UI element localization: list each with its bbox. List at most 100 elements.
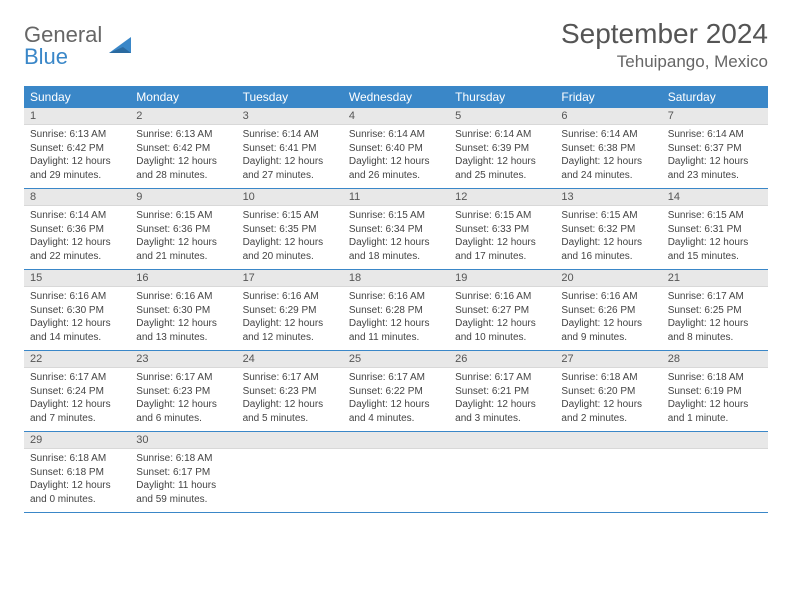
calendar-day: 17Sunrise: 6:16 AMSunset: 6:29 PMDayligh… bbox=[237, 270, 343, 350]
day-number: 1 bbox=[24, 108, 130, 125]
day-details: Sunrise: 6:16 AMSunset: 6:27 PMDaylight:… bbox=[449, 287, 555, 350]
sunrise-text: Sunrise: 6:13 AM bbox=[136, 128, 230, 142]
daylight-line2: and 12 minutes. bbox=[243, 331, 337, 345]
brand-blue: Blue bbox=[24, 46, 102, 68]
sunrise-text: Sunrise: 6:15 AM bbox=[561, 209, 655, 223]
sunrise-text: Sunrise: 6:14 AM bbox=[668, 128, 762, 142]
day-details: Sunrise: 6:14 AMSunset: 6:38 PMDaylight:… bbox=[555, 125, 661, 188]
daylight-line1: Daylight: 12 hours bbox=[349, 155, 443, 169]
calendar-day: 20Sunrise: 6:16 AMSunset: 6:26 PMDayligh… bbox=[555, 270, 661, 350]
calendar-day: 27Sunrise: 6:18 AMSunset: 6:20 PMDayligh… bbox=[555, 351, 661, 431]
day-number: 3 bbox=[237, 108, 343, 125]
sunrise-text: Sunrise: 6:16 AM bbox=[243, 290, 337, 304]
sunrise-text: Sunrise: 6:17 AM bbox=[455, 371, 549, 385]
calendar-day: 2Sunrise: 6:13 AMSunset: 6:42 PMDaylight… bbox=[130, 108, 236, 188]
sunrise-text: Sunrise: 6:14 AM bbox=[455, 128, 549, 142]
day-details: Sunrise: 6:16 AMSunset: 6:26 PMDaylight:… bbox=[555, 287, 661, 350]
sunrise-text: Sunrise: 6:18 AM bbox=[668, 371, 762, 385]
day-details: Sunrise: 6:13 AMSunset: 6:42 PMDaylight:… bbox=[130, 125, 236, 188]
sunset-text: Sunset: 6:32 PM bbox=[561, 223, 655, 237]
day-details: Sunrise: 6:16 AMSunset: 6:30 PMDaylight:… bbox=[130, 287, 236, 350]
sunrise-text: Sunrise: 6:14 AM bbox=[30, 209, 124, 223]
daylight-line1: Daylight: 12 hours bbox=[455, 398, 549, 412]
day-number: 22 bbox=[24, 351, 130, 368]
sunset-text: Sunset: 6:30 PM bbox=[136, 304, 230, 318]
calendar-day: 16Sunrise: 6:16 AMSunset: 6:30 PMDayligh… bbox=[130, 270, 236, 350]
calendar-day: 8Sunrise: 6:14 AMSunset: 6:36 PMDaylight… bbox=[24, 189, 130, 269]
calendar-day bbox=[662, 432, 768, 512]
daylight-line2: and 59 minutes. bbox=[136, 493, 230, 507]
daylight-line2: and 9 minutes. bbox=[561, 331, 655, 345]
sunrise-text: Sunrise: 6:15 AM bbox=[455, 209, 549, 223]
daylight-line1: Daylight: 12 hours bbox=[561, 155, 655, 169]
daylight-line2: and 4 minutes. bbox=[349, 412, 443, 426]
day-number bbox=[237, 432, 343, 449]
day-details: Sunrise: 6:15 AMSunset: 6:34 PMDaylight:… bbox=[343, 206, 449, 269]
sunrise-text: Sunrise: 6:16 AM bbox=[349, 290, 443, 304]
day-number: 2 bbox=[130, 108, 236, 125]
day-details: Sunrise: 6:17 AMSunset: 6:24 PMDaylight:… bbox=[24, 368, 130, 431]
sunset-text: Sunset: 6:25 PM bbox=[668, 304, 762, 318]
daylight-line1: Daylight: 12 hours bbox=[30, 155, 124, 169]
day-number: 21 bbox=[662, 270, 768, 287]
weekday-header: Tuesday bbox=[237, 86, 343, 108]
sunset-text: Sunset: 6:30 PM bbox=[30, 304, 124, 318]
daylight-line1: Daylight: 12 hours bbox=[243, 317, 337, 331]
day-details: Sunrise: 6:13 AMSunset: 6:42 PMDaylight:… bbox=[24, 125, 130, 188]
daylight-line2: and 23 minutes. bbox=[668, 169, 762, 183]
daylight-line1: Daylight: 12 hours bbox=[455, 317, 549, 331]
calendar-day bbox=[449, 432, 555, 512]
daylight-line1: Daylight: 12 hours bbox=[349, 398, 443, 412]
daylight-line2: and 18 minutes. bbox=[349, 250, 443, 264]
day-details: Sunrise: 6:14 AMSunset: 6:37 PMDaylight:… bbox=[662, 125, 768, 188]
day-number: 19 bbox=[449, 270, 555, 287]
sunrise-text: Sunrise: 6:15 AM bbox=[668, 209, 762, 223]
weekday-header: Friday bbox=[555, 86, 661, 108]
daylight-line1: Daylight: 12 hours bbox=[30, 317, 124, 331]
day-details: Sunrise: 6:17 AMSunset: 6:23 PMDaylight:… bbox=[237, 368, 343, 431]
calendar: SundayMondayTuesdayWednesdayThursdayFrid… bbox=[24, 86, 768, 513]
page-header: General Blue September 2024 Tehuipango, … bbox=[24, 18, 768, 72]
day-details: Sunrise: 6:17 AMSunset: 6:21 PMDaylight:… bbox=[449, 368, 555, 431]
day-number: 11 bbox=[343, 189, 449, 206]
sunrise-text: Sunrise: 6:17 AM bbox=[30, 371, 124, 385]
title-block: September 2024 Tehuipango, Mexico bbox=[561, 18, 768, 72]
calendar-day: 12Sunrise: 6:15 AMSunset: 6:33 PMDayligh… bbox=[449, 189, 555, 269]
daylight-line1: Daylight: 12 hours bbox=[136, 236, 230, 250]
day-number: 26 bbox=[449, 351, 555, 368]
day-number: 23 bbox=[130, 351, 236, 368]
sunrise-text: Sunrise: 6:14 AM bbox=[243, 128, 337, 142]
day-number: 25 bbox=[343, 351, 449, 368]
sunset-text: Sunset: 6:23 PM bbox=[243, 385, 337, 399]
calendar-day: 29Sunrise: 6:18 AMSunset: 6:18 PMDayligh… bbox=[24, 432, 130, 512]
daylight-line1: Daylight: 12 hours bbox=[136, 317, 230, 331]
day-details: Sunrise: 6:17 AMSunset: 6:23 PMDaylight:… bbox=[130, 368, 236, 431]
calendar-day bbox=[555, 432, 661, 512]
daylight-line2: and 11 minutes. bbox=[349, 331, 443, 345]
daylight-line1: Daylight: 12 hours bbox=[243, 398, 337, 412]
calendar-day: 23Sunrise: 6:17 AMSunset: 6:23 PMDayligh… bbox=[130, 351, 236, 431]
daylight-line1: Daylight: 12 hours bbox=[243, 236, 337, 250]
daylight-line1: Daylight: 12 hours bbox=[243, 155, 337, 169]
day-details bbox=[237, 449, 343, 501]
sunrise-text: Sunrise: 6:16 AM bbox=[561, 290, 655, 304]
month-title: September 2024 bbox=[561, 18, 768, 50]
calendar-week: 8Sunrise: 6:14 AMSunset: 6:36 PMDaylight… bbox=[24, 189, 768, 270]
daylight-line2: and 5 minutes. bbox=[243, 412, 337, 426]
daylight-line2: and 10 minutes. bbox=[455, 331, 549, 345]
daylight-line1: Daylight: 12 hours bbox=[136, 155, 230, 169]
day-details: Sunrise: 6:15 AMSunset: 6:33 PMDaylight:… bbox=[449, 206, 555, 269]
calendar-day: 13Sunrise: 6:15 AMSunset: 6:32 PMDayligh… bbox=[555, 189, 661, 269]
calendar-week: 1Sunrise: 6:13 AMSunset: 6:42 PMDaylight… bbox=[24, 108, 768, 189]
sunset-text: Sunset: 6:19 PM bbox=[668, 385, 762, 399]
day-number: 6 bbox=[555, 108, 661, 125]
sunrise-text: Sunrise: 6:13 AM bbox=[30, 128, 124, 142]
day-number: 4 bbox=[343, 108, 449, 125]
calendar-day: 5Sunrise: 6:14 AMSunset: 6:39 PMDaylight… bbox=[449, 108, 555, 188]
sunset-text: Sunset: 6:23 PM bbox=[136, 385, 230, 399]
logo-triangle-icon bbox=[107, 33, 133, 59]
sunrise-text: Sunrise: 6:15 AM bbox=[136, 209, 230, 223]
sunset-text: Sunset: 6:35 PM bbox=[243, 223, 337, 237]
calendar-day bbox=[343, 432, 449, 512]
day-details: Sunrise: 6:14 AMSunset: 6:39 PMDaylight:… bbox=[449, 125, 555, 188]
